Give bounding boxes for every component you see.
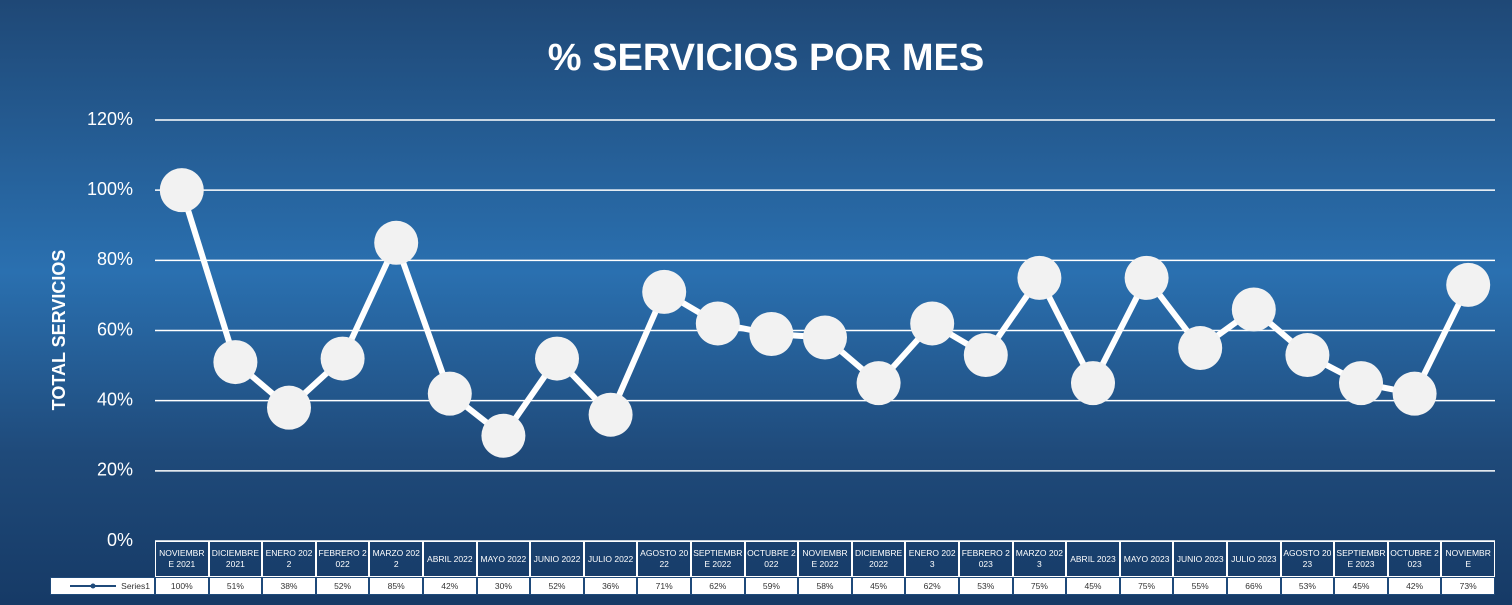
point-marker xyxy=(588,392,633,437)
point-marker xyxy=(1178,326,1223,371)
data-table-value: 100% xyxy=(155,577,209,595)
legend-key xyxy=(70,583,117,589)
point-marker xyxy=(749,312,794,357)
y-tick-label: 100% xyxy=(87,179,133,199)
legend-label: Series1 xyxy=(121,580,150,591)
data-table-value: 45% xyxy=(1066,577,1120,595)
x-tick-label: SEPTIEMBRE 2023 xyxy=(1334,541,1388,577)
legend-cell: Series1 xyxy=(50,577,155,595)
data-table-value: 45% xyxy=(851,577,906,595)
data-table-value: 85% xyxy=(369,577,423,595)
data-table-value: 73% xyxy=(1441,577,1495,595)
y-tick-label: 0% xyxy=(107,530,133,550)
x-tick-label: NOVIEMBRE 2022 xyxy=(798,541,852,577)
point-marker xyxy=(159,168,204,213)
data-table-value: 42% xyxy=(423,577,477,595)
y-tick-label: 60% xyxy=(97,319,133,339)
y-tick-label: 80% xyxy=(97,249,133,269)
data-table-value: 62% xyxy=(905,577,959,595)
x-tick-label: FEBRERO 2022 xyxy=(315,541,370,577)
point-marker xyxy=(1071,361,1115,406)
x-tick-label: AGOSTO 2023 xyxy=(1280,541,1335,577)
data-table-value: 75% xyxy=(1012,577,1067,595)
x-tick-label: DICIEMBRE 2022 xyxy=(851,541,906,577)
data-table-value: 30% xyxy=(476,577,531,595)
point-marker xyxy=(535,336,579,381)
data-table-value: 62% xyxy=(691,577,745,595)
point-marker xyxy=(1339,361,1383,406)
x-tick-label: MAYO 2022 xyxy=(476,541,531,577)
y-axis-title: TOTAL SERVICIOS xyxy=(49,250,69,411)
point-marker xyxy=(1231,287,1276,332)
x-tick-label: ENERO 2023 xyxy=(905,541,959,577)
data-table-value: 51% xyxy=(208,577,263,595)
y-tick-label: 120% xyxy=(87,109,133,129)
x-tick-label: OCTUBRE 2022 xyxy=(744,541,799,577)
data-table-value: 53% xyxy=(1280,577,1335,595)
x-tick-label: JUNIO 2023 xyxy=(1173,541,1227,577)
x-tick-label: DICIEMBRE 2021 xyxy=(208,541,263,577)
point-marker xyxy=(374,220,419,265)
data-table-value: 58% xyxy=(798,577,852,595)
point-marker xyxy=(642,269,687,314)
point-marker xyxy=(1285,333,1330,378)
y-tick-label: 40% xyxy=(97,389,133,409)
x-tick-label: ABRIL 2022 xyxy=(423,541,477,577)
x-tick-label: JUNIO 2022 xyxy=(530,541,584,577)
x-tick-label: MARZO 2022 xyxy=(369,541,423,577)
point-marker xyxy=(1446,262,1491,307)
data-table-value: 66% xyxy=(1227,577,1281,595)
data-table-value: 42% xyxy=(1387,577,1442,595)
x-tick-label: ENERO 2022 xyxy=(262,541,316,577)
x-tick-label: OCTUBRE 2023 xyxy=(1387,541,1442,577)
x-tick-label: NOVIEMBRE 2021 xyxy=(155,541,209,577)
point-marker xyxy=(910,301,955,346)
data-table-value: 52% xyxy=(530,577,584,595)
data-table-value: 55% xyxy=(1173,577,1227,595)
data-table-value: 59% xyxy=(744,577,799,595)
point-marker xyxy=(1392,371,1437,416)
data-table-value: 71% xyxy=(637,577,691,595)
data-table-value: 36% xyxy=(583,577,638,595)
data-table-value: 53% xyxy=(959,577,1013,595)
x-tick-label: SEPTIEMBRE 2022 xyxy=(691,541,745,577)
data-table-value: 75% xyxy=(1119,577,1174,595)
point-marker xyxy=(963,333,1008,378)
data-table-value: 45% xyxy=(1334,577,1388,595)
data-table-value: 38% xyxy=(262,577,316,595)
data-table-value: 52% xyxy=(315,577,370,595)
point-marker xyxy=(803,315,847,360)
x-tick-label: JULIO 2023 xyxy=(1227,541,1281,577)
point-marker xyxy=(267,385,311,430)
point-marker xyxy=(856,361,901,406)
x-tick-label: MAYO 2023 xyxy=(1119,541,1174,577)
x-tick-label: JULIO 2022 xyxy=(583,541,638,577)
point-marker xyxy=(320,336,365,381)
x-tick-label: ABRIL 2023 xyxy=(1066,541,1120,577)
point-marker xyxy=(695,301,740,346)
y-tick-label: 20% xyxy=(97,460,133,480)
point-marker xyxy=(1017,255,1062,300)
x-tick-label: AGOSTO 2022 xyxy=(637,541,691,577)
point-marker xyxy=(1124,255,1169,300)
point-marker xyxy=(481,413,526,458)
point-marker xyxy=(427,371,472,416)
x-tick-label: MARZO 2023 xyxy=(1012,541,1067,577)
x-tick-label: NOVIEMBRE xyxy=(1441,541,1495,577)
point-marker xyxy=(213,340,258,385)
x-tick-label: FEBRERO 2023 xyxy=(959,541,1013,577)
chart-title: % SERVICIOS POR MES xyxy=(548,37,984,79)
